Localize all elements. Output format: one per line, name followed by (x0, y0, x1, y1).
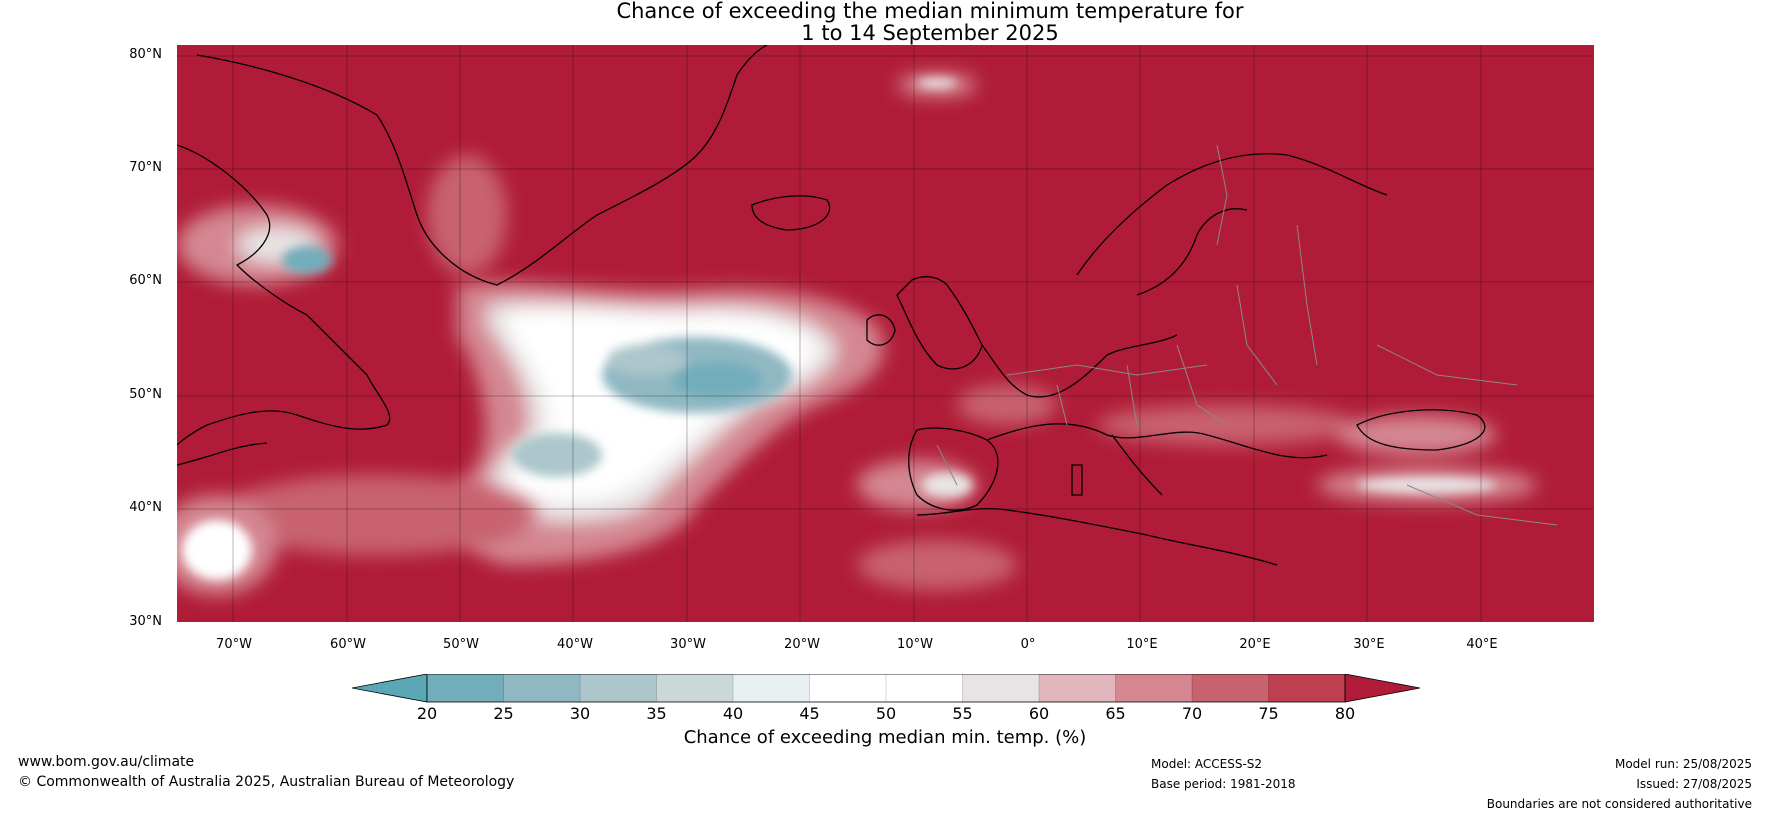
graticule (177, 45, 1594, 622)
country-borders (936, 144, 1558, 526)
italy-coast (1111, 434, 1163, 496)
greenland-zone (427, 155, 507, 275)
lon-label-20w: 20°W (784, 637, 820, 652)
lat-label-30n: 30°N (129, 614, 162, 629)
model-run-text: Model run: 25/08/2025 (1614, 757, 1752, 771)
website-link[interactable]: www.bom.gov.au/climate (18, 754, 195, 770)
colorbar-tick-label: 55 (952, 704, 973, 723)
colorbar-tick-label: 20 (416, 704, 438, 723)
lon-label-40w: 40°W (557, 637, 593, 652)
colorbar-outline (426, 674, 1346, 703)
colorbar-segment (503, 674, 580, 702)
black-sea-coast (1356, 409, 1486, 451)
greenland-coast (196, 45, 768, 286)
disclaimer-text: Boundaries are not considered authoritat… (1486, 797, 1752, 811)
atlantic-low-center (672, 362, 762, 398)
lat-label-60n: 60°N (129, 273, 162, 288)
atlantic-low-core-2 (607, 344, 687, 376)
colorbar-tick-label: 35 (646, 704, 667, 723)
colorbar-extend-low (352, 674, 428, 703)
issued-text: Issued: 27/08/2025 (1636, 777, 1752, 791)
lon-label-60w: 60°W (330, 637, 366, 652)
coastlines (177, 45, 1486, 566)
colorbar-tick-label: 40 (722, 704, 744, 723)
base-period-text: Base period: 1981-2018 (1151, 777, 1296, 791)
norway-coast (1076, 153, 1388, 276)
colorbar-tick-label: 60 (1028, 704, 1050, 723)
sweden-coast (1136, 208, 1248, 296)
subtropical-zone (217, 475, 537, 555)
colorbar-segment (733, 674, 810, 702)
lon-label-50w: 50°W (443, 637, 479, 652)
lat-label-50n: 50°N (129, 387, 162, 402)
colorbar-segment (427, 674, 504, 702)
sardinia-coast (1071, 464, 1083, 496)
colorbar-tick-label: 70 (1181, 704, 1203, 723)
colorbar-segment (886, 674, 963, 702)
iceland-coast (751, 195, 831, 231)
colorbar-segment (656, 674, 733, 702)
turkey-white (1357, 477, 1497, 493)
colorbar-tick-label: 75 (1258, 704, 1279, 723)
colorbar-tick-label: 30 (569, 704, 591, 723)
iberia-white (922, 473, 972, 497)
lon-label-70w: 70°W (216, 637, 252, 652)
lon-label-20e: 20°E (1239, 637, 1271, 652)
atlantic-low-core-3 (512, 433, 602, 477)
mediterranean-coast (986, 423, 1328, 459)
ireland-coast (866, 314, 896, 346)
lat-label-80n: 80°N (129, 47, 162, 62)
colorbar-tick-label: 80 (1334, 704, 1356, 723)
model-text: Model: ACCESS-S2 (1151, 757, 1263, 771)
west-atlantic-white (182, 520, 252, 580)
colorbar-tick-label: 65 (1105, 704, 1126, 723)
lat-label-40n: 40°N (129, 500, 162, 515)
svalbard-white (917, 78, 957, 88)
lon-label-0: 0° (1020, 637, 1036, 652)
north-africa-zone (857, 540, 1017, 590)
colorbar-segment (962, 674, 1039, 702)
chart-title-line1: Chance of exceeding the median minimum t… (616, 0, 1244, 23)
labrador-blue (282, 246, 332, 274)
colorbar-extend-high (1344, 674, 1421, 703)
lon-label-10e: 10°E (1126, 637, 1158, 652)
nova-scotia-coast (177, 442, 268, 466)
colorbar-label: Chance of exceeding median min. temp. (%… (683, 727, 1087, 748)
lon-label-30w: 30°W (670, 637, 706, 652)
colorbar (352, 674, 1421, 703)
colorbar-segment (580, 674, 657, 702)
colorbar-segment (1115, 674, 1192, 702)
colorbar-segment (1268, 674, 1345, 702)
canada-coast (177, 144, 391, 446)
colorbar-tick-label: 25 (493, 704, 514, 723)
iberia-zone (857, 460, 977, 510)
probability-map (177, 45, 1594, 622)
europe-zone (957, 385, 1057, 425)
chart-title-line2: 1 to 14 September 2025 (801, 21, 1059, 45)
lon-label-40e: 40°E (1466, 637, 1498, 652)
iberia-coast (908, 427, 999, 511)
lon-label-10w: 10°W (897, 637, 933, 652)
lon-label-30e: 30°E (1353, 637, 1385, 652)
colorbar-tick-label: 50 (875, 704, 897, 723)
colorbar-segment (1192, 674, 1269, 702)
colorbar-segment (1039, 674, 1116, 702)
colorbar-segment (809, 674, 886, 702)
africa-coast (916, 507, 1278, 566)
colorbar-tick-label: 45 (799, 704, 820, 723)
copyright-text: © Commonwealth of Australia 2025, Austra… (18, 774, 515, 790)
black-sea-zone (1337, 415, 1497, 455)
lat-label-70n: 70°N (129, 160, 162, 175)
europe-coast (981, 334, 1178, 398)
